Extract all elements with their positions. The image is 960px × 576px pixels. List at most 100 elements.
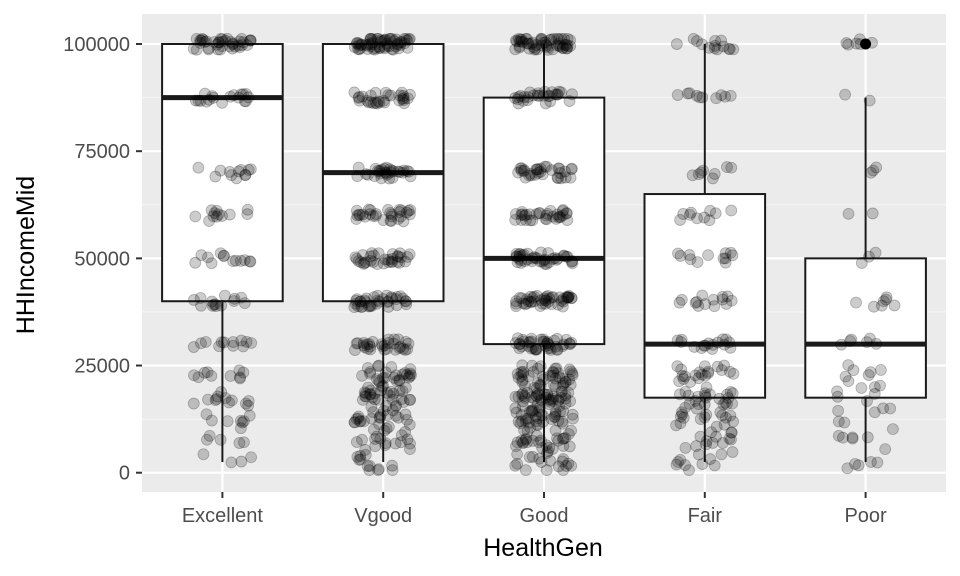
jitter-point (368, 170, 381, 183)
jitter-point (373, 418, 386, 431)
jitter-point (525, 169, 538, 182)
jitter-point (864, 366, 877, 379)
jitter-point (552, 172, 564, 185)
jitter-point (702, 365, 715, 378)
jitter-point (724, 89, 737, 102)
jitter-point (393, 203, 406, 216)
jitter-point (235, 163, 247, 176)
jitter-point (549, 252, 561, 264)
jitter-point (538, 292, 551, 305)
jitter-point (405, 369, 417, 382)
jitter-point (546, 369, 559, 382)
jitter-point (372, 247, 385, 260)
jitter-point (403, 165, 415, 178)
jitter-point (350, 252, 363, 265)
jitter-point (369, 96, 382, 109)
jitter-point (683, 87, 696, 100)
jitter-point (364, 250, 377, 263)
jitter-point (394, 89, 406, 102)
jitter-point (519, 171, 532, 184)
jitter-point (196, 32, 209, 45)
jitter-point (565, 292, 578, 304)
jitter-point (364, 384, 377, 397)
jitter-point (719, 256, 732, 269)
jitter-point (538, 85, 551, 98)
jitter-point (401, 41, 414, 54)
jitter-point (371, 164, 384, 177)
jitter-point (351, 36, 364, 49)
jitter-point (711, 360, 724, 373)
jitter-point (401, 369, 413, 381)
jitter-point (560, 42, 573, 55)
jitter-point (564, 378, 577, 391)
jitter-point (708, 300, 721, 313)
jitter-point (404, 363, 417, 376)
jitter-point (537, 335, 550, 348)
jitter-point (348, 416, 361, 429)
jitter-point (692, 372, 705, 385)
jitter-point (540, 40, 553, 52)
jitter-point (351, 170, 364, 183)
jitter-point (200, 95, 213, 108)
jitter-point (244, 163, 257, 176)
jitter-point (557, 249, 570, 262)
jitter-point (540, 258, 553, 271)
jitter-point (399, 367, 411, 379)
jitter-point (556, 417, 569, 430)
jitter-point (351, 337, 364, 349)
jitter-point (556, 205, 569, 217)
jitter-point (216, 40, 228, 52)
jitter-point (397, 92, 410, 105)
jitter-point (510, 300, 522, 313)
jitter-point (393, 166, 406, 178)
jitter-point (385, 164, 398, 177)
jitter-point (537, 415, 550, 428)
jitter-point (540, 464, 553, 477)
jitter-point (557, 405, 570, 418)
jitter-point (564, 34, 576, 47)
jitter-point (516, 376, 529, 388)
jitter-point (534, 165, 547, 178)
jitter-point (879, 443, 892, 456)
jitter-point (524, 167, 537, 180)
jitter-point (703, 214, 716, 227)
jitter-point (537, 409, 549, 422)
jitter-point (368, 43, 381, 56)
jitter-point (397, 342, 410, 355)
jitter-point (372, 463, 385, 476)
jitter-point (869, 246, 882, 259)
jitter-point (382, 253, 395, 266)
jitter-point (242, 399, 255, 412)
jitter-point (706, 437, 719, 449)
jitter-point (367, 423, 380, 436)
jitter-point (539, 97, 552, 110)
jitter-points-layer (187, 32, 901, 477)
jitter-point (558, 250, 570, 262)
jitter-point (401, 413, 413, 426)
jitter-point (549, 372, 562, 385)
jitter-point (685, 206, 697, 219)
jitter-point (521, 253, 534, 266)
jitter-point (227, 336, 240, 348)
jitter-point (683, 397, 696, 410)
jitter-point (544, 204, 557, 217)
jitter-point (199, 336, 212, 348)
jitter-point (693, 91, 706, 104)
jitter-point (537, 373, 550, 386)
jitter-point (719, 252, 732, 265)
jitter-point (509, 213, 522, 226)
jitter-point (535, 408, 548, 421)
jitter-point (551, 32, 563, 45)
box-fair (643, 44, 767, 462)
jitter-point (540, 439, 553, 452)
jitter-point (233, 437, 246, 449)
jitter-point (389, 437, 402, 450)
jitter-point (512, 415, 525, 428)
jitter-point (557, 440, 570, 452)
jitter-point (560, 460, 573, 472)
jitter-point (521, 412, 534, 425)
jitter-point (216, 35, 229, 48)
jitter-point (549, 424, 562, 437)
jitter-point (852, 459, 865, 472)
jitter-point (223, 166, 236, 178)
